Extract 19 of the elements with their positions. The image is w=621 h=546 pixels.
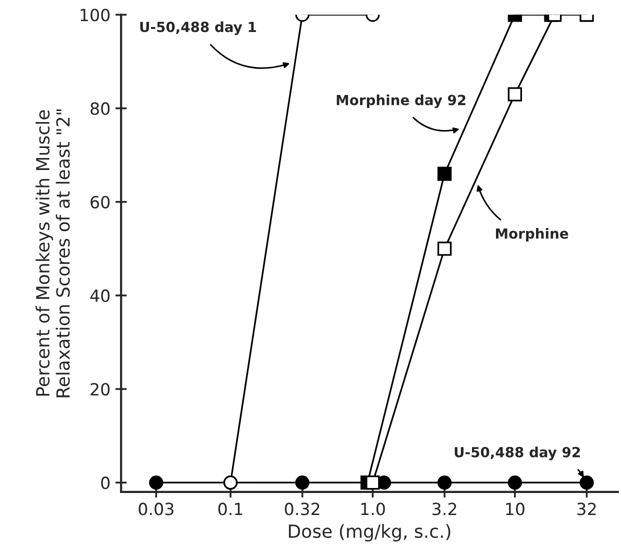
x-tick-label: 0.32 — [284, 502, 320, 516]
x-tick-label: 10 — [506, 502, 524, 516]
y-tick-label: 40 — [90, 289, 110, 302]
x-tick-label: 32 — [577, 502, 596, 516]
x-tick-label: 0.1 — [218, 502, 242, 516]
x-axis-title: Dose (mg/kg, s.c.) — [288, 524, 450, 542]
y-tick-label: 100 — [80, 8, 110, 22]
y-tick-label: 80 — [90, 102, 110, 115]
x-tick-label: 3.2 — [432, 502, 456, 516]
y-tick-label: 60 — [90, 196, 110, 208]
y-tick-label: 20 — [90, 382, 110, 396]
y-axis-title: Percent of Monkeys with Muscle Relaxation Scores of at least "2" — [36, 109, 70, 398]
series-label: Morphine day 92 — [336, 94, 466, 108]
x-tick-label: 0.03 — [138, 502, 174, 516]
x-tick-label: 1.0 — [361, 502, 385, 516]
series-label: U-50,488 day 92 — [454, 446, 580, 460]
y-tick-label: 0 — [101, 476, 110, 490]
text: U-50,488 day 1 — [140, 21, 256, 35]
text: Morphine — [496, 228, 568, 242]
